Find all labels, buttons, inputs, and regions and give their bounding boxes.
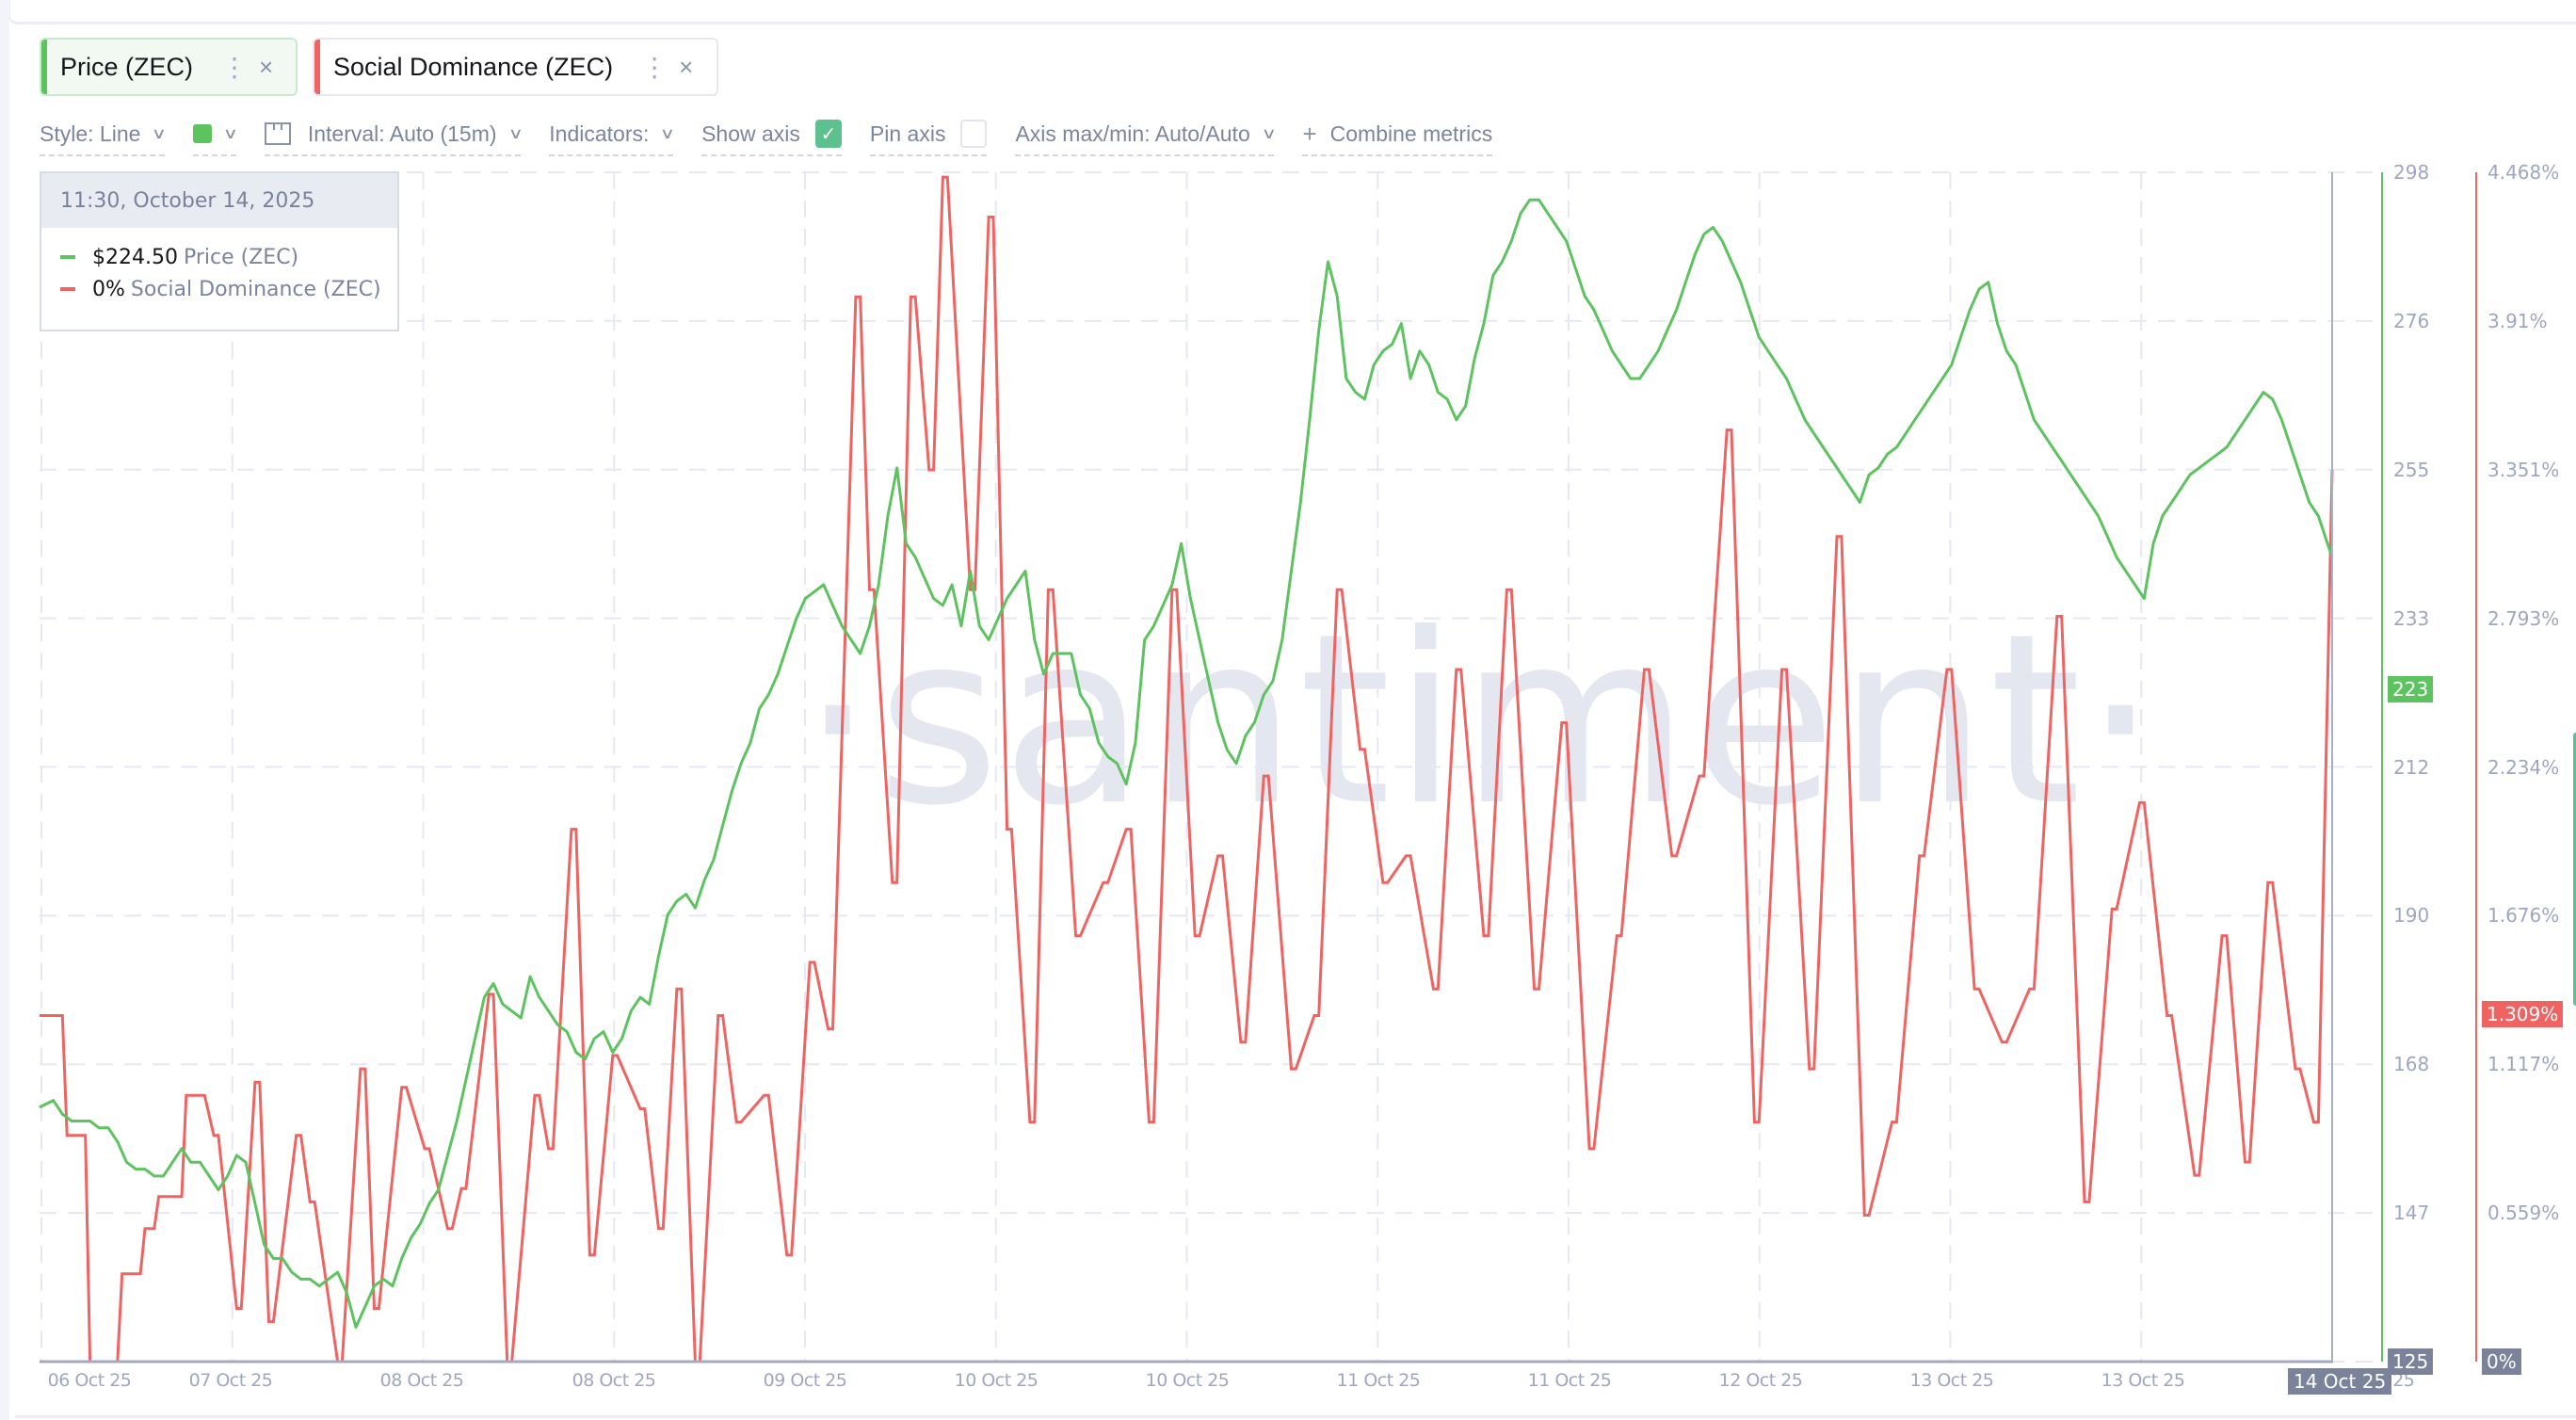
- price-axis-tick: 212: [2393, 755, 2430, 779]
- x-axis-tick: 09 Oct 25: [763, 1370, 847, 1391]
- axis-maxmin-label: Axis max/min: Auto/Auto: [1015, 121, 1250, 146]
- interval-dropdown[interactable]: Interval: Auto (15m) ∨: [264, 113, 523, 156]
- left-sidebar-strip: [0, 0, 9, 1420]
- tooltip-metric-name: Social Dominance (ZEC): [130, 277, 381, 301]
- social-min-badge: 0%: [2482, 1348, 2521, 1375]
- price-line: [39, 198, 2334, 1329]
- social-axis-tick: 2.793%: [2487, 606, 2560, 630]
- current-social-badge: 1.309%: [2482, 1001, 2564, 1027]
- interval-label: Interval: Auto (15m): [307, 121, 497, 146]
- chart-tooltip: 11:30, October 14, 2025 $224.50 Price (Z…: [40, 171, 399, 331]
- check-icon: ✓: [820, 123, 837, 145]
- metric-tab-price[interactable]: Price (ZEC) ⋮ ×: [40, 38, 298, 96]
- x-axis-tick: 10 Oct 25: [954, 1370, 1038, 1391]
- x-axis-tick: 07 Oct 25: [188, 1370, 273, 1391]
- show-axis-checkbox[interactable]: ✓: [814, 120, 842, 148]
- style-label: Style: Line: [40, 121, 141, 146]
- x-axis-tick: 08 Oct 25: [572, 1370, 656, 1391]
- x-axis-tick: 11 Oct 25: [1527, 1370, 1612, 1391]
- indicators-dropdown[interactable]: Indicators: ∨: [549, 113, 676, 156]
- legend-dash-icon: [60, 287, 75, 291]
- show-axis-toggle[interactable]: Show axis ✓: [701, 113, 842, 156]
- social-axis-tick: 3.351%: [2487, 458, 2560, 481]
- social-axis-tick: 1.676%: [2487, 904, 2560, 928]
- price-axis-tick: 233: [2393, 606, 2430, 630]
- pin-axis-label: Pin axis: [869, 121, 946, 146]
- x-axis-tick: 11 Oct 25: [1336, 1370, 1421, 1391]
- social-axis-tick: 3.91%: [2487, 309, 2548, 332]
- axis-maxmin-dropdown[interactable]: Axis max/min: Auto/Auto ∨: [1015, 113, 1277, 156]
- price-axis-tick: 255: [2393, 458, 2430, 481]
- price-min-badge: 125: [2388, 1348, 2434, 1375]
- chart-gridlines: [40, 171, 2373, 1363]
- metric-tab-label: Social Dominance (ZEC): [333, 52, 614, 81]
- social-axis-tick: 0.559%: [2487, 1202, 2560, 1225]
- metric-color-accent: [41, 40, 47, 94]
- header-divider: [9, 0, 2576, 24]
- current-price-badge: 223: [2388, 676, 2434, 702]
- chevron-down-icon: ∨: [660, 126, 676, 142]
- social-axis-tick: 2.234%: [2487, 755, 2560, 779]
- show-axis-label: Show axis: [701, 121, 800, 146]
- price-axis-tick: 276: [2393, 309, 2430, 332]
- social-dominance-line: [40, 175, 2334, 1364]
- metric-tab-social-dominance[interactable]: Social Dominance (ZEC) ⋮ ×: [313, 38, 718, 96]
- tooltip-metric-name: Price (ZEC): [183, 245, 299, 269]
- close-icon[interactable]: ×: [259, 52, 274, 81]
- price-axis-tick: 298: [2393, 161, 2430, 184]
- side-panel-handle[interactable]: [2573, 733, 2576, 1006]
- x-axis-tick: 13 Oct 25: [1909, 1370, 1994, 1391]
- chevron-down-icon: ∨: [152, 126, 168, 142]
- pin-axis-checkbox[interactable]: [960, 120, 988, 148]
- indicators-label: Indicators:: [549, 121, 650, 146]
- price-axis-tick: 190: [2393, 904, 2430, 928]
- chevron-down-icon: ∨: [222, 126, 239, 142]
- metric-color-accent: [314, 40, 320, 94]
- chevron-down-icon: ∨: [1261, 126, 1277, 142]
- ruler-icon: [264, 122, 291, 145]
- tooltip-datetime: 11:30, October 14, 2025: [41, 173, 397, 228]
- legend-dash-icon: [60, 255, 75, 259]
- tooltip-row-price: $224.50 Price (ZEC): [41, 241, 397, 273]
- social-axis-tick: 4.468%: [2487, 161, 2560, 184]
- price-axis-tick: 147: [2393, 1202, 2430, 1225]
- footer-divider: [15, 1415, 2576, 1418]
- x-axis-tick: 12 Oct 25: [1718, 1370, 1803, 1391]
- close-icon[interactable]: ×: [679, 52, 694, 81]
- tooltip-row-social: 0% Social Dominance (ZEC): [41, 273, 397, 305]
- x-axis-tick: 06 Oct 25: [47, 1370, 132, 1391]
- combine-metrics-label: Combine metrics: [1329, 121, 1493, 146]
- style-dropdown[interactable]: Style: Line ∨: [40, 113, 168, 156]
- combine-metrics-button[interactable]: + Combine metrics: [1302, 113, 1493, 156]
- tooltip-value: $224.50: [92, 245, 178, 269]
- color-picker-dropdown[interactable]: ∨: [193, 113, 239, 156]
- x-axis-tick: 10 Oct 25: [1145, 1370, 1230, 1391]
- color-swatch: [193, 124, 213, 143]
- pin-axis-toggle[interactable]: Pin axis: [869, 113, 988, 156]
- social-axis-tick: 1.117%: [2487, 1053, 2560, 1076]
- price-axis-tick: 168: [2393, 1053, 2430, 1076]
- metric-tab-label: Price (ZEC): [60, 52, 193, 81]
- tooltip-value: 0%: [92, 277, 125, 301]
- cursor-date-badge: 14 Oct 25: [2288, 1368, 2392, 1395]
- plus-icon: +: [1302, 119, 1317, 148]
- chevron-down-icon: ∨: [507, 126, 523, 142]
- chart-settings-toolbar: Style: Line ∨ ∨ Interval: Auto (15m) ∨ I…: [40, 111, 1521, 158]
- x-axis-tick: 08 Oct 25: [379, 1370, 464, 1391]
- x-axis-tick: 13 Oct 25: [2101, 1370, 2185, 1391]
